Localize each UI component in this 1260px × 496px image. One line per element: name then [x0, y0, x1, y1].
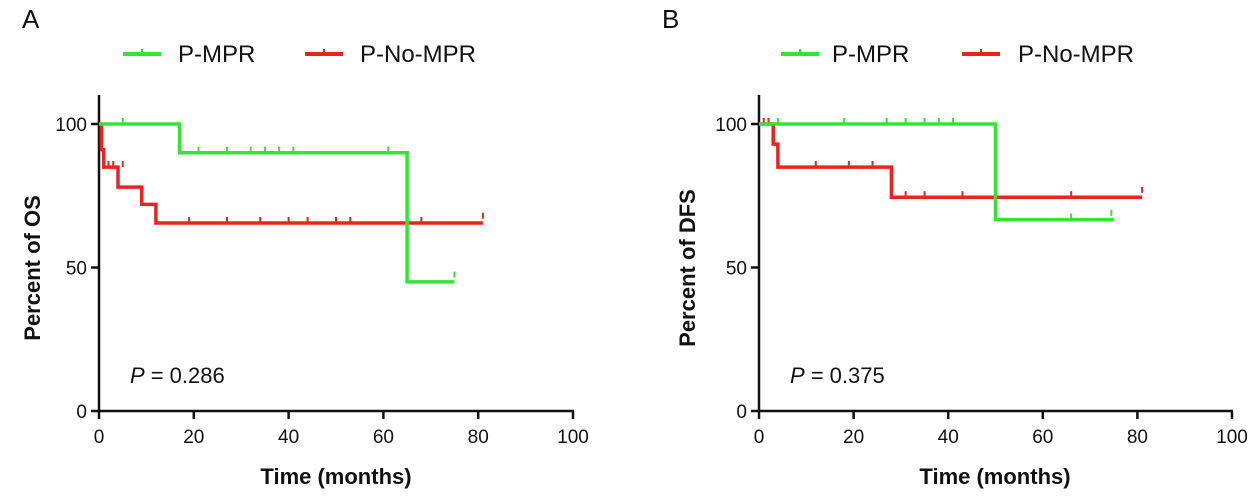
y-axis-title: Percent of DFS — [675, 189, 700, 347]
x-tick-label: 100 — [557, 427, 589, 448]
legend-item-p-no-mpr: P-No-MPR — [305, 41, 476, 68]
x-tick-label: 80 — [1127, 427, 1148, 448]
p-value-annotation: P = 0.286 — [130, 363, 225, 388]
p-label: P — [790, 363, 805, 388]
x-tick-label: 100 — [1216, 427, 1248, 448]
x-axis-title: Time (months) — [260, 464, 411, 489]
y-tick-label: 100 — [715, 115, 747, 136]
legend-label: P-No-MPR — [1018, 41, 1134, 68]
legend-label: P-MPR — [832, 41, 909, 68]
x-tick-label: 40 — [278, 427, 299, 448]
x-tick-label: 20 — [843, 427, 864, 448]
legend-label: P-MPR — [178, 41, 255, 68]
p-value-annotation: P = 0.375 — [790, 363, 885, 388]
x-tick-label: 20 — [183, 427, 204, 448]
y-tick-label: 50 — [726, 259, 747, 280]
legend-label: P-No-MPR — [360, 41, 476, 68]
legend-item-p-mpr: P-MPR — [123, 41, 255, 68]
x-tick-label: 60 — [373, 427, 394, 448]
x-tick-label: 80 — [468, 427, 489, 448]
km-curve-p-no-mpr — [99, 122, 483, 225]
legend-item-p-no-mpr: P-No-MPR — [962, 41, 1134, 68]
y-axis-title: Percent of OS — [20, 195, 45, 340]
y-tick-label: 0 — [76, 402, 87, 423]
x-tick-label: 60 — [1032, 427, 1053, 448]
km-panel-b: B 0 20 40 60 80 100 0 50 100 Time (months) Percent … — [662, 4, 1248, 489]
y-tick-label: 0 — [736, 402, 747, 423]
x-axis-title: Time (months) — [919, 464, 1070, 489]
km-curve-p-no-mpr — [759, 122, 1143, 199]
p-value-text: = 0.375 — [811, 363, 885, 388]
panel-letter: A — [22, 4, 40, 34]
y-tick-label: 50 — [66, 259, 87, 280]
p-value-text: = 0.286 — [151, 363, 225, 388]
km-panel-a: A 0 20 40 60 80 100 0 50 100 Time (months) Percent … — [20, 4, 589, 489]
p-label: P — [130, 363, 145, 388]
x-tick-label: 0 — [94, 427, 105, 448]
panel-letter: B — [662, 4, 679, 34]
x-tick-label: 40 — [938, 427, 959, 448]
legend-item-p-mpr: P-MPR — [781, 41, 909, 68]
x-tick-label: 0 — [754, 427, 765, 448]
y-tick-label: 100 — [55, 115, 87, 136]
km-curve-p-mpr — [759, 122, 1114, 222]
